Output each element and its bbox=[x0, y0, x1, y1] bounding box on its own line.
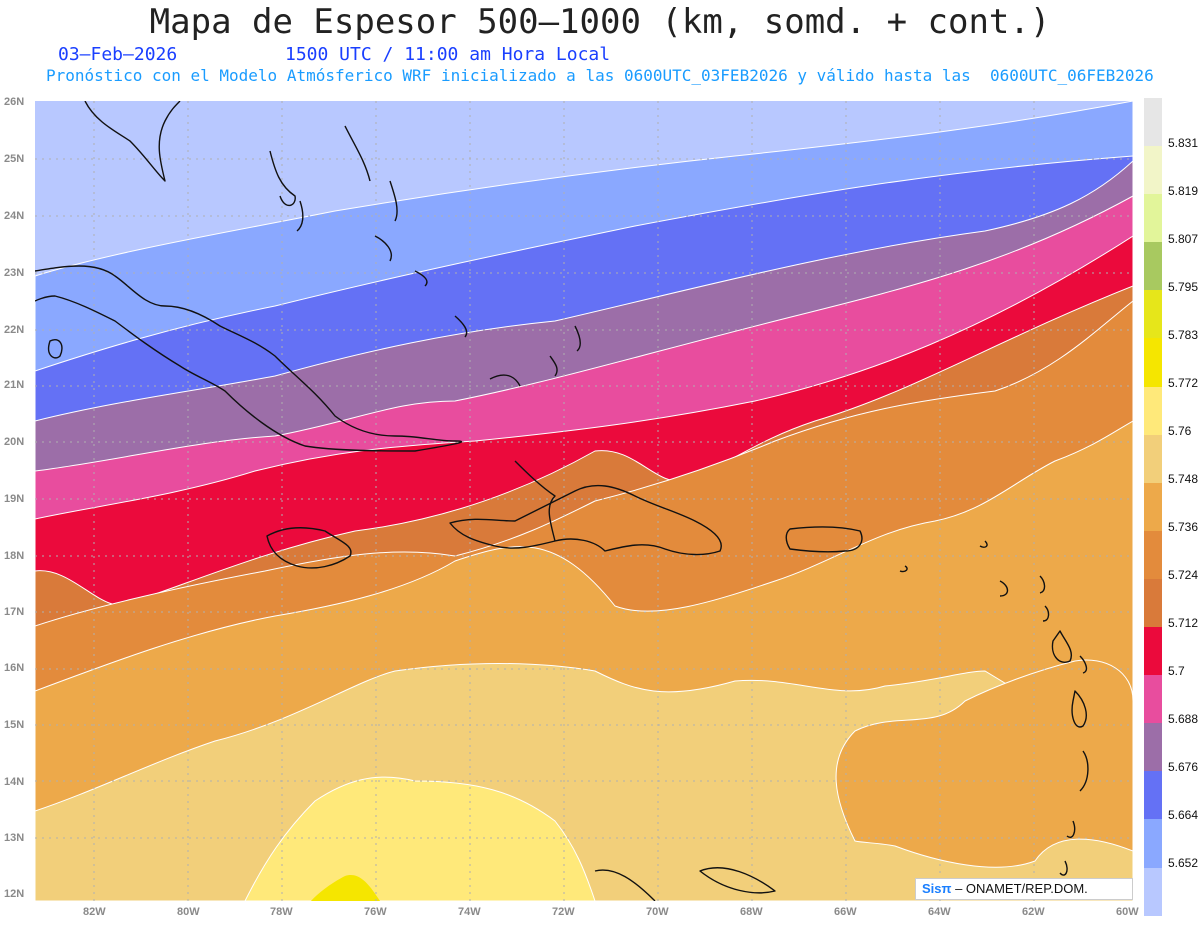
lon-label: 82W bbox=[83, 906, 106, 918]
credit-text: – ONAMET/REP.DOM. bbox=[955, 881, 1088, 896]
colorbar-label: 5.772 bbox=[1168, 376, 1199, 390]
lon-label: 76W bbox=[364, 906, 387, 918]
lat-label: 18N bbox=[4, 550, 25, 562]
band-5736-east bbox=[835, 659, 1133, 868]
colorbar-label: 5.807 bbox=[1168, 232, 1199, 246]
bahamas-islands bbox=[269, 125, 468, 338]
coastlines bbox=[35, 101, 1089, 901]
colorbar-label: 5.724 bbox=[1168, 568, 1199, 582]
colorbar-swatch bbox=[1144, 530, 1162, 579]
credit-box: Sisπ – ONAMET/REP.DOM. bbox=[915, 878, 1133, 900]
colorbar-swatch bbox=[1144, 723, 1162, 772]
lon-label: 62W bbox=[1022, 906, 1045, 918]
colorbar-label: 5.652 bbox=[1168, 856, 1199, 870]
lat-label: 15N bbox=[4, 719, 25, 731]
graticule bbox=[35, 101, 1133, 901]
colorbar-swatch bbox=[1144, 290, 1162, 339]
lon-label: 64W bbox=[928, 906, 951, 918]
lon-label: 70W bbox=[646, 906, 669, 918]
cuba-coast bbox=[35, 265, 463, 452]
colorbar-label: 5.688 bbox=[1168, 712, 1199, 726]
colorbar-label: 5.831 bbox=[1168, 136, 1199, 150]
colorbar-label: 5.795 bbox=[1168, 280, 1199, 294]
turks-caicos bbox=[489, 325, 582, 387]
thickness-contours bbox=[35, 101, 1133, 901]
lat-label: 14N bbox=[4, 776, 25, 788]
colorbar-swatch bbox=[1144, 627, 1162, 676]
isla-juventud bbox=[48, 339, 63, 359]
forecast-date: 03–Feb–2026 bbox=[58, 44, 178, 65]
colorbar-swatch bbox=[1144, 771, 1162, 820]
lat-label: 13N bbox=[4, 832, 25, 844]
colorbar-swatch bbox=[1144, 338, 1162, 387]
colorbar-swatch bbox=[1144, 98, 1162, 147]
colorbar-label: 5.676 bbox=[1168, 760, 1199, 774]
colorbar-swatch bbox=[1144, 242, 1162, 291]
lat-label: 20N bbox=[4, 436, 25, 448]
colorbar-swatch bbox=[1144, 675, 1162, 724]
lon-label: 68W bbox=[740, 906, 763, 918]
colorbar-swatch bbox=[1144, 194, 1162, 243]
lat-label: 24N bbox=[4, 210, 25, 222]
colorbar-label: 5.736 bbox=[1168, 520, 1199, 534]
lesser-antilles bbox=[594, 540, 1089, 901]
colorbar-label: 5.783 bbox=[1168, 328, 1199, 342]
lat-label: 23N bbox=[4, 267, 25, 279]
colorbar-swatch bbox=[1144, 434, 1162, 483]
puerto-rico-coast bbox=[785, 526, 863, 553]
colorbar bbox=[1144, 98, 1162, 916]
lat-label: 12N bbox=[4, 888, 25, 900]
lat-label: 19N bbox=[4, 493, 25, 505]
florida-coast bbox=[84, 101, 181, 182]
lat-label: 16N bbox=[4, 662, 25, 674]
band-5760 bbox=[244, 776, 596, 901]
colorbar-swatch bbox=[1144, 578, 1162, 628]
colorbar-swatch bbox=[1144, 819, 1162, 868]
colorbar-label: 5.819 bbox=[1168, 184, 1199, 198]
sispi-logo: Sisπ bbox=[922, 881, 952, 896]
band-5772 bbox=[311, 875, 380, 901]
forecast-time: 1500 UTC / 11:00 am Hora Local bbox=[285, 44, 611, 65]
colorbar-swatch bbox=[1144, 386, 1162, 435]
colorbar-label: 5.7 bbox=[1168, 664, 1185, 678]
jamaica-coast bbox=[266, 527, 352, 569]
model-subtitle: Pronóstico con el Modelo Atmósferico WRF… bbox=[46, 66, 1154, 85]
lon-label: 72W bbox=[552, 906, 575, 918]
lat-label: 21N bbox=[4, 379, 25, 391]
colorbar-swatch bbox=[1144, 867, 1162, 916]
lon-label: 60W bbox=[1116, 906, 1139, 918]
lat-label: 22N bbox=[4, 324, 25, 336]
colorbar-label: 5.712 bbox=[1168, 616, 1199, 630]
lon-label: 80W bbox=[177, 906, 200, 918]
colorbar-label: 5.748 bbox=[1168, 472, 1199, 486]
colorbar-label: 5.76 bbox=[1168, 424, 1192, 438]
colorbar-swatch bbox=[1144, 146, 1162, 195]
map-title: Mapa de Espesor 500–1000 (km, somd. + co… bbox=[149, 2, 1051, 42]
lon-label: 74W bbox=[458, 906, 481, 918]
lat-label: 17N bbox=[4, 606, 25, 618]
lon-label: 78W bbox=[270, 906, 293, 918]
lat-label: 26N bbox=[4, 96, 25, 108]
lon-label: 66W bbox=[834, 906, 857, 918]
colorbar-label: 5.664 bbox=[1168, 808, 1199, 822]
lat-label: 25N bbox=[4, 153, 25, 165]
colorbar-swatch bbox=[1144, 482, 1162, 531]
haiti-border bbox=[514, 460, 556, 542]
thickness-map bbox=[35, 101, 1133, 901]
